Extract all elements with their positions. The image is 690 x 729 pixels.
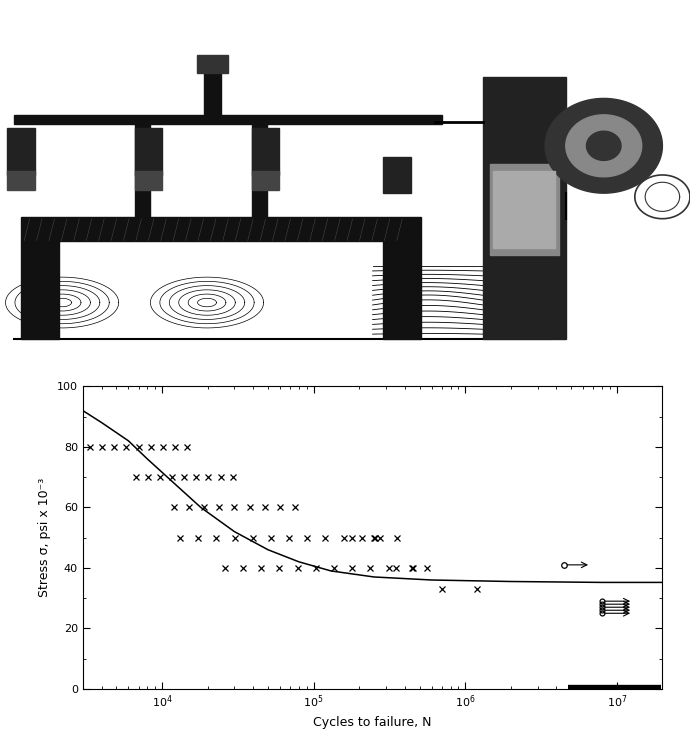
- Bar: [383, 241, 421, 339]
- Bar: [135, 171, 162, 190]
- Polygon shape: [566, 115, 642, 176]
- Bar: [7, 128, 34, 175]
- Bar: [493, 171, 555, 248]
- Bar: [252, 128, 279, 175]
- Y-axis label: Stress σ, psi x 10⁻³: Stress σ, psi x 10⁻³: [39, 478, 51, 597]
- Polygon shape: [586, 131, 621, 160]
- Bar: [490, 164, 559, 255]
- Bar: [204, 68, 221, 115]
- Polygon shape: [545, 98, 662, 193]
- Bar: [14, 115, 442, 124]
- X-axis label: Cycles to failure, N: Cycles to failure, N: [313, 716, 432, 729]
- Bar: [197, 55, 228, 73]
- Bar: [135, 122, 150, 217]
- Bar: [383, 157, 411, 193]
- Bar: [7, 171, 34, 190]
- Bar: [252, 122, 267, 217]
- Bar: [21, 217, 421, 241]
- Bar: [21, 241, 59, 339]
- Bar: [252, 171, 279, 190]
- Bar: [483, 77, 566, 339]
- Bar: [135, 128, 162, 175]
